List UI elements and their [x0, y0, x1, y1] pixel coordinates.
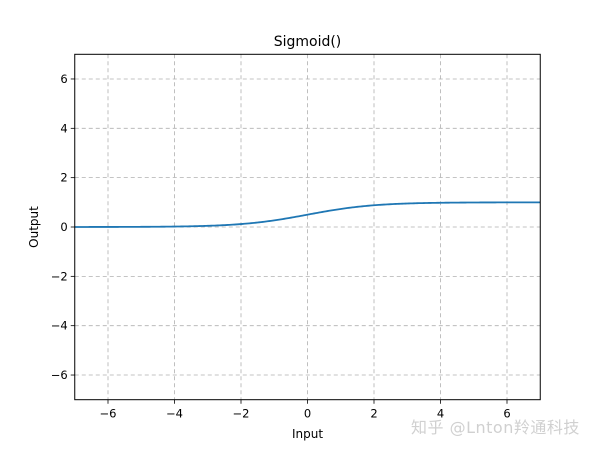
- y-axis-label: Output: [27, 206, 41, 248]
- x-tick-label: −2: [233, 407, 250, 421]
- y-tick-label: −2: [51, 269, 68, 283]
- grid-lines: [74, 54, 541, 400]
- series-line: [74, 201, 541, 228]
- chart-title: Sigmoid(): [274, 34, 342, 50]
- x-tick-label: −4: [166, 407, 183, 421]
- y-tick-label: −4: [51, 319, 68, 333]
- x-tick-label: 0: [304, 407, 311, 421]
- watermark: 知乎 @Lnton羚通科技: [411, 418, 580, 437]
- sigmoid-curve: [74, 201, 541, 228]
- x-tick-label: 6: [503, 407, 510, 421]
- y-tick-label: 2: [60, 171, 67, 185]
- y-axis-ticks: −6 −4 −2 0 2 4 6: [51, 72, 75, 382]
- y-tick-label: 4: [60, 121, 67, 135]
- x-axis-label: Input: [292, 427, 323, 441]
- x-tick-label: −6: [100, 407, 117, 421]
- x-axis-ticks: −6 −4 −2 0 2 4 6: [100, 399, 511, 421]
- x-tick-label: 4: [437, 407, 444, 421]
- y-tick-label: 0: [60, 220, 67, 234]
- y-tick-label: 6: [60, 72, 67, 86]
- x-tick-label: 2: [370, 407, 377, 421]
- y-tick-label: −6: [51, 368, 68, 382]
